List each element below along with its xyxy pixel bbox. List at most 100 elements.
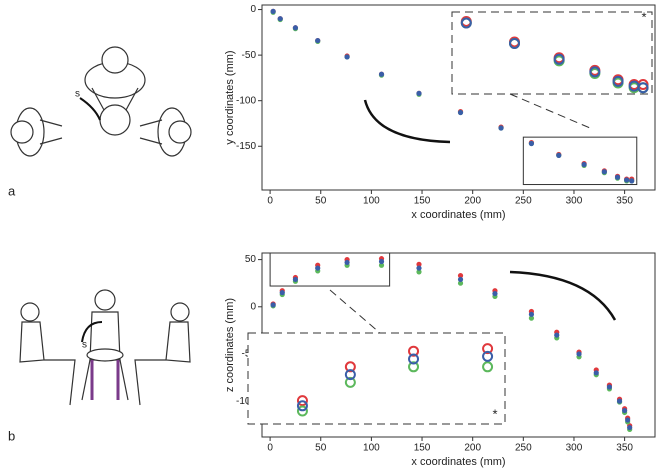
point — [277, 16, 283, 22]
point — [627, 424, 633, 431]
zoom-point — [408, 353, 420, 365]
zoom-point — [482, 343, 494, 355]
zoom-point — [408, 345, 420, 357]
zoom-point — [296, 400, 308, 412]
x-tick-label: 250 — [515, 196, 532, 207]
point — [614, 174, 621, 180]
x-tick-label: 50 — [315, 443, 327, 454]
point — [498, 125, 504, 131]
point — [554, 332, 560, 338]
zoom-region — [269, 252, 391, 287]
point — [378, 262, 385, 268]
point — [601, 169, 607, 175]
point — [576, 351, 582, 357]
point — [629, 178, 635, 184]
x-tick-label: 350 — [616, 443, 633, 454]
point — [624, 177, 630, 183]
point — [292, 25, 299, 31]
zoom-point — [612, 75, 624, 87]
zoom-point — [553, 53, 565, 65]
point — [606, 384, 613, 390]
x-tick-label: 100 — [363, 443, 380, 454]
y-axis-label: z coordinates (mm) — [224, 298, 236, 392]
point — [616, 398, 623, 404]
zoom-point — [509, 38, 520, 50]
zoom-point — [589, 66, 601, 78]
point — [270, 302, 276, 308]
zoom-point — [344, 361, 356, 373]
point — [528, 315, 535, 321]
panel-label: a — [8, 183, 16, 198]
zoom-inset — [247, 332, 506, 425]
point — [378, 71, 385, 77]
y-tick-label: -50 — [242, 50, 257, 61]
point — [457, 280, 464, 286]
x-tick-label: 250 — [515, 443, 532, 454]
y-tick-label: -100 — [236, 95, 256, 106]
link-line — [509, 93, 591, 129]
point — [416, 90, 422, 96]
point — [270, 8, 276, 14]
illustration-label: s — [82, 340, 87, 351]
point — [625, 417, 631, 423]
x-tick-label: 300 — [566, 196, 583, 207]
zoom-point — [408, 361, 420, 373]
point — [416, 261, 422, 267]
point — [528, 140, 535, 147]
point — [457, 109, 464, 116]
x-tick-label: 350 — [616, 196, 633, 207]
x-tick-label: 0 — [267, 196, 273, 207]
y-tick-label: 0 — [250, 4, 256, 15]
zoom-point — [482, 350, 494, 362]
point — [315, 265, 321, 271]
x-tick-label: 50 — [315, 196, 327, 207]
panel-label: b — [8, 428, 15, 443]
y-tick-label: -150 — [236, 141, 256, 152]
point — [416, 269, 422, 275]
x-axis-label: x coordinates (mm) — [411, 456, 505, 468]
y-axis-label: y coordinates (mm) — [224, 50, 236, 144]
illustration-label: s — [75, 89, 80, 100]
point — [416, 265, 422, 271]
point — [622, 407, 628, 414]
zoom-point — [296, 395, 308, 407]
point — [292, 276, 299, 283]
point — [457, 276, 464, 283]
x-tick-label: 300 — [566, 443, 583, 454]
link-line — [329, 289, 381, 334]
x-tick-label: 200 — [464, 196, 481, 207]
point — [279, 290, 285, 296]
x-tick-label: 100 — [363, 196, 380, 207]
y-tick-label: -100 — [236, 396, 256, 407]
illustration-b: s — [19, 289, 191, 406]
inset-annotation: * — [492, 406, 497, 421]
x-axis-label: x coordinates (mm) — [411, 209, 505, 221]
point — [593, 370, 599, 376]
point — [344, 259, 350, 266]
zoom-point — [296, 405, 308, 417]
point — [344, 54, 350, 60]
y-tick-label: 50 — [245, 254, 257, 265]
illustration-a: s — [10, 46, 192, 157]
zoom-point — [482, 361, 494, 373]
x-tick-label: 150 — [414, 443, 431, 454]
point — [581, 161, 587, 168]
point — [492, 290, 498, 297]
zoom-point — [344, 376, 356, 388]
x-tick-label: 150 — [414, 196, 431, 207]
point — [528, 311, 535, 317]
zoom-point — [460, 17, 472, 29]
arrow — [363, 99, 451, 144]
x-tick-label: 0 — [267, 443, 273, 454]
point — [457, 273, 464, 279]
arrow — [509, 270, 617, 321]
point — [315, 37, 321, 44]
inset-annotation: * — [641, 9, 646, 24]
x-tick-label: 200 — [464, 443, 481, 454]
y-tick-label: 0 — [250, 301, 256, 312]
point — [378, 258, 385, 265]
zoom-point — [344, 369, 356, 381]
point — [556, 152, 562, 158]
zoom-point — [637, 82, 649, 94]
